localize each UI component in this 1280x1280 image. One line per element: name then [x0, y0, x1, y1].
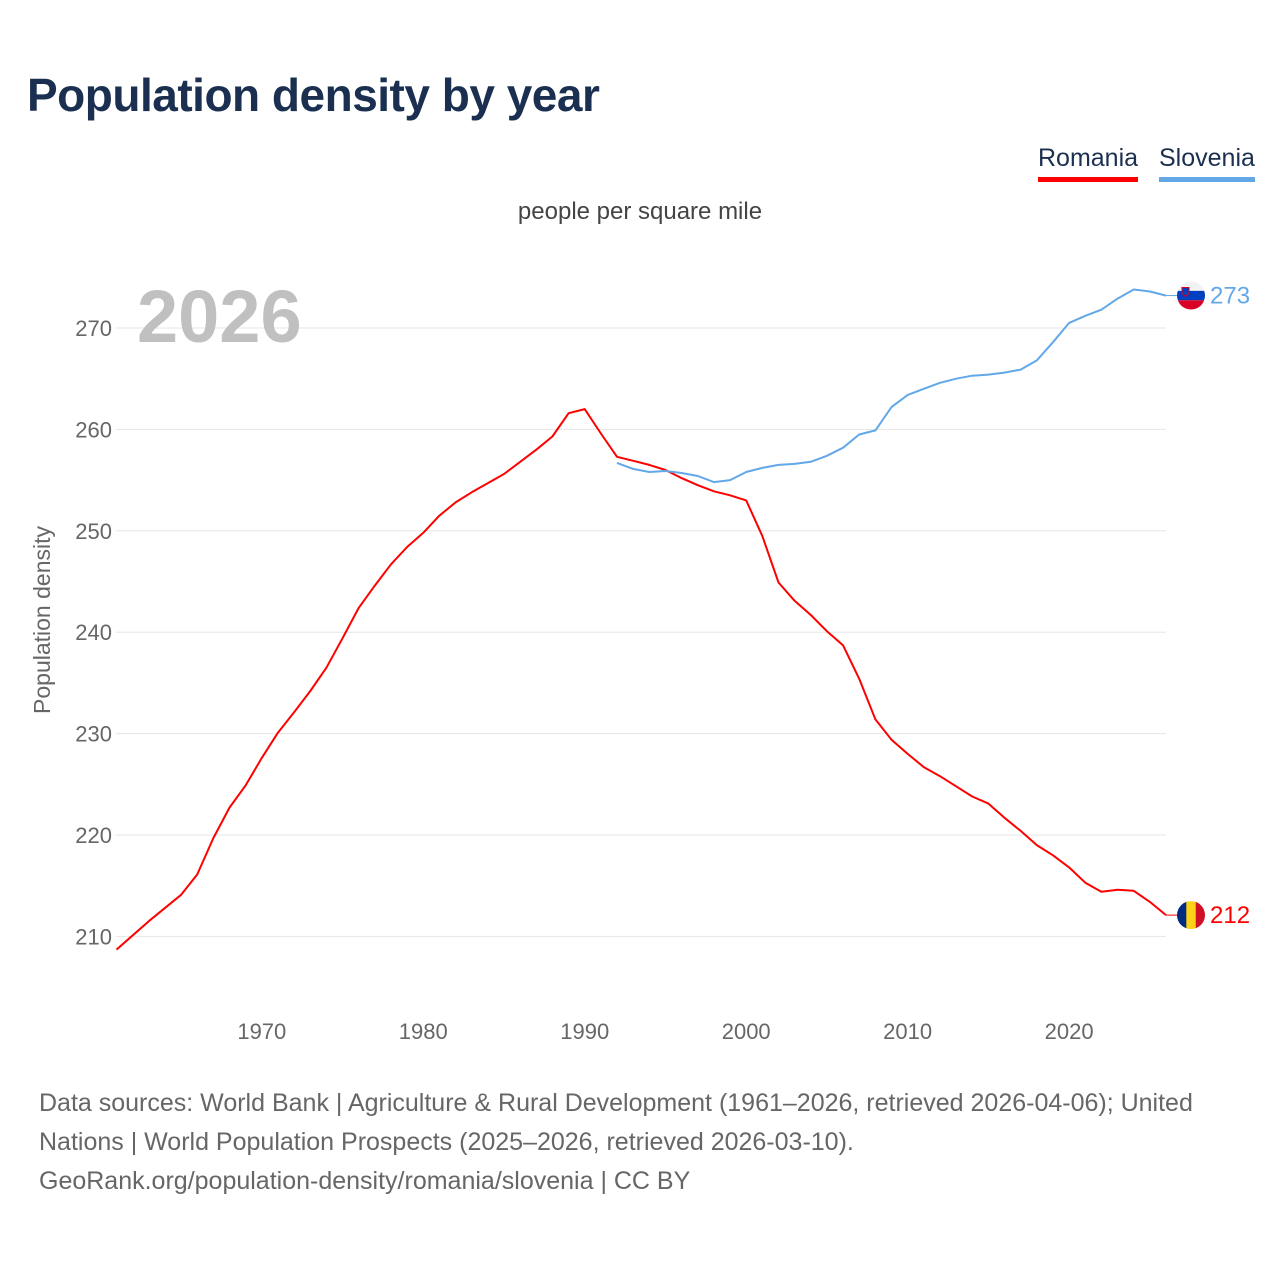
y-tick-label: 210	[75, 924, 112, 949]
data-sources: Data sources: World Bank | Agriculture &…	[39, 1089, 1193, 1156]
y-tick-label: 270	[75, 316, 112, 341]
source-link[interactable]: GeoRank.org/population-density/romania/s…	[39, 1167, 691, 1195]
end-value-romania: 212	[1210, 902, 1250, 929]
series-line-slovenia	[616, 288, 1167, 484]
x-tick-label: 2020	[1045, 1019, 1094, 1044]
x-tick-label: 1980	[399, 1019, 448, 1044]
y-axis-label: Population density	[29, 526, 55, 714]
slovenia-flag-icon	[1177, 281, 1205, 310]
y-tick-label: 250	[75, 519, 112, 544]
chart-subtitle: people per square mile	[517, 198, 763, 225]
end-value-slovenia: 273	[1210, 283, 1250, 310]
y-tick-label: 220	[75, 823, 112, 848]
footer: Data sources: World Bank | Agriculture &…	[39, 1084, 1249, 1201]
x-tick-label: 2010	[883, 1019, 932, 1044]
legend-item-romania[interactable]: Romania	[1038, 144, 1139, 182]
legend-item-slovenia[interactable]: Slovenia	[1159, 144, 1255, 182]
x-tick-label: 1970	[237, 1019, 286, 1044]
series-line-romania	[115, 408, 1167, 951]
x-tick-label: 2000	[722, 1019, 771, 1044]
chart-title: Population density by year	[27, 69, 600, 121]
y-tick-label: 240	[75, 620, 112, 645]
romania-flag-icon	[1177, 901, 1205, 930]
year-watermark: 2026	[137, 275, 302, 358]
x-tick-label: 1990	[560, 1019, 609, 1044]
y-tick-label: 230	[75, 722, 112, 747]
y-tick-label: 260	[75, 417, 112, 442]
